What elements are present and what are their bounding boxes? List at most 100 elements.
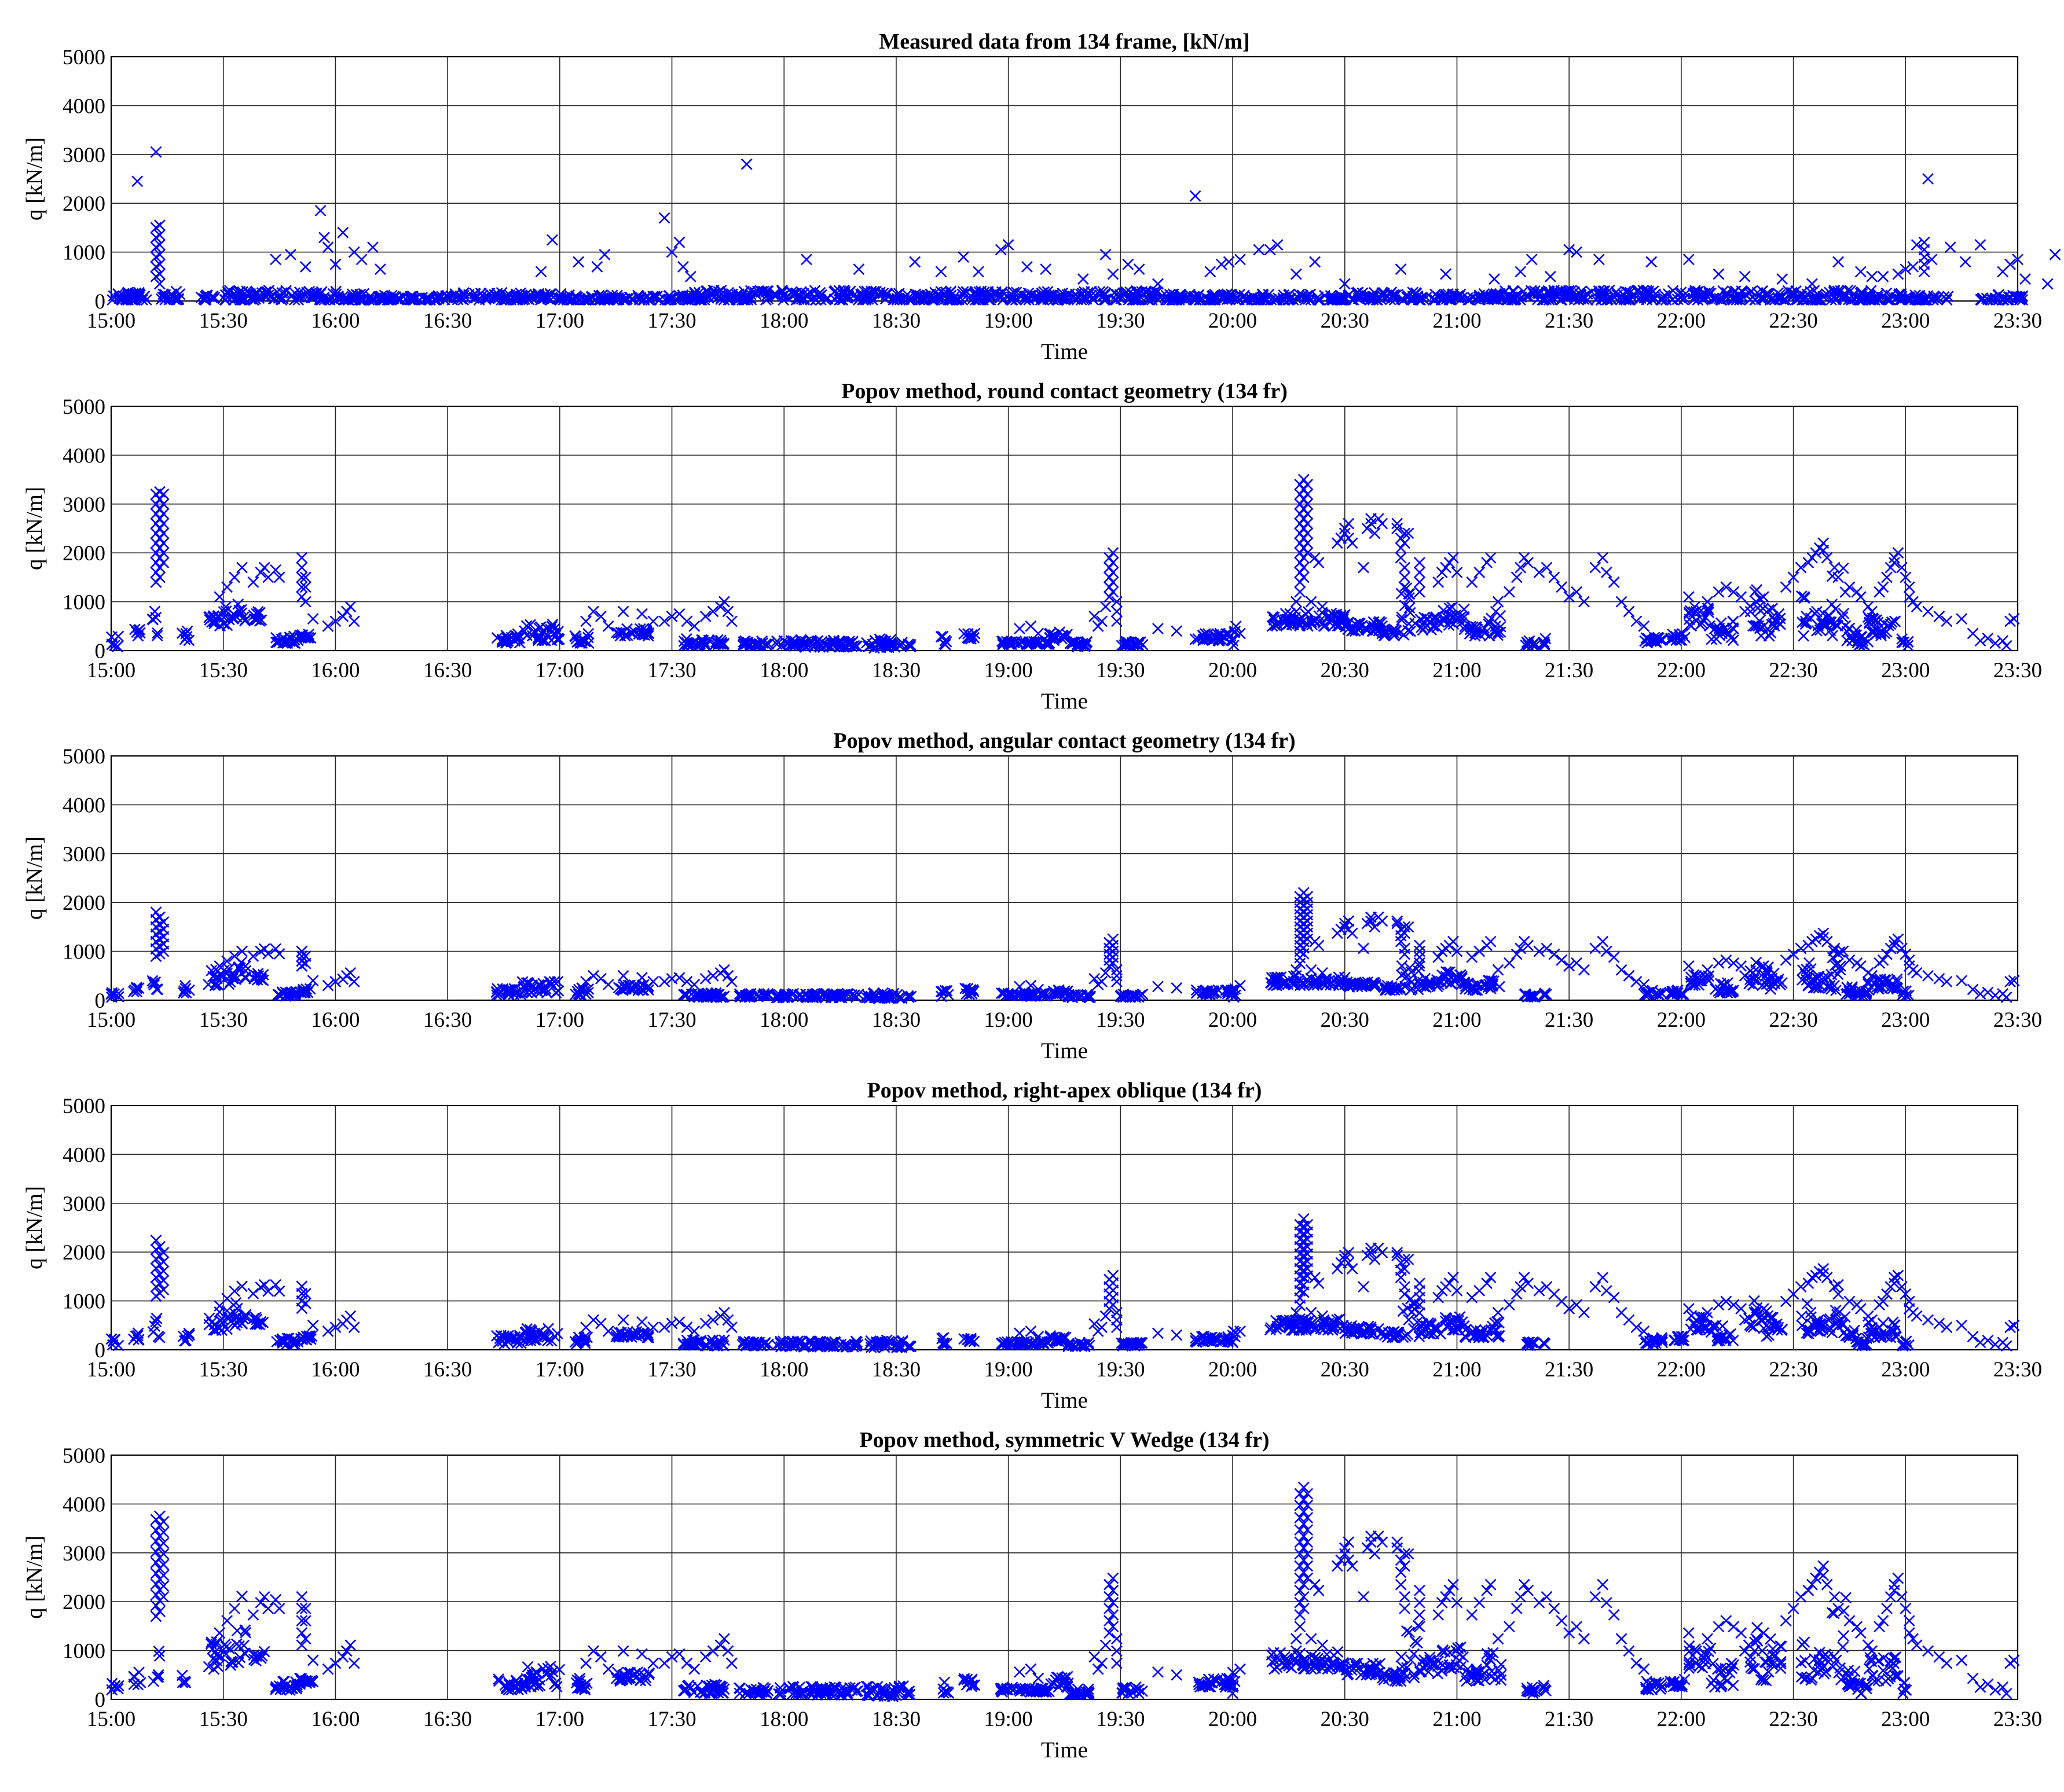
data-point-marker bbox=[2049, 248, 2061, 260]
data-point-marker bbox=[1535, 286, 1548, 298]
data-point-marker bbox=[154, 552, 166, 564]
x-tick-label: 17:30 bbox=[647, 659, 696, 682]
data-point-marker bbox=[154, 258, 166, 270]
data-point-marker bbox=[1339, 527, 1351, 539]
data-point-marker bbox=[1305, 596, 1317, 608]
data-point-marker bbox=[1787, 571, 1799, 583]
x-tick-label: 17:00 bbox=[536, 309, 584, 333]
data-point-marker bbox=[1290, 268, 1302, 280]
data-point-marker bbox=[1483, 630, 1495, 642]
data-point-marker bbox=[299, 596, 311, 608]
x-tick-label: 18:30 bbox=[872, 309, 921, 333]
data-point-marker bbox=[276, 287, 288, 299]
data-point-marker bbox=[1548, 571, 1560, 583]
data-point-marker bbox=[208, 610, 219, 622]
data-point-marker bbox=[1107, 268, 1119, 280]
data-point-marker bbox=[1702, 291, 1714, 303]
data-point-marker bbox=[1438, 604, 1450, 616]
data-point-marker bbox=[1447, 618, 1460, 630]
data-point-marker bbox=[643, 627, 655, 640]
data-point-marker bbox=[114, 292, 126, 303]
data-point-marker bbox=[1911, 601, 1923, 612]
data-point-marker bbox=[131, 986, 143, 998]
data-point-marker bbox=[1740, 289, 1752, 301]
data-point-marker bbox=[240, 972, 252, 984]
data-point-marker bbox=[595, 611, 607, 622]
x-tick-label: 21:30 bbox=[1545, 659, 1593, 682]
chart-title: Popov method, angular contact geometry (… bbox=[833, 729, 1295, 753]
x-tick-label: 19:30 bbox=[1096, 309, 1145, 333]
data-point-marker bbox=[973, 266, 984, 278]
data-point-marker bbox=[599, 248, 611, 260]
data-point-marker bbox=[1201, 629, 1213, 641]
data-point-marker bbox=[337, 611, 349, 622]
data-point-marker bbox=[1817, 545, 1830, 556]
x-tick-label: 17:30 bbox=[647, 1358, 696, 1382]
y-tick-label: 4000 bbox=[63, 794, 105, 817]
data-point-marker bbox=[1879, 627, 1890, 640]
data-point-marker bbox=[299, 571, 311, 583]
data-point-marker bbox=[1788, 287, 1799, 299]
data-point-marker bbox=[154, 532, 166, 544]
x-tick-label: 16:00 bbox=[311, 1358, 360, 1382]
data-point-marker bbox=[303, 285, 316, 298]
x-tick-label: 20:00 bbox=[1208, 309, 1257, 333]
data-point-marker bbox=[1297, 503, 1310, 515]
data-point-marker bbox=[1541, 561, 1553, 574]
data-point-marker bbox=[1749, 586, 1761, 598]
x-tick-label: 16:30 bbox=[423, 1008, 472, 1032]
data-point-marker bbox=[891, 292, 903, 304]
data-point-marker bbox=[634, 623, 646, 635]
x-tick-label: 22:00 bbox=[1657, 1008, 1706, 1032]
data-point-marker bbox=[536, 985, 548, 997]
data-point-marker bbox=[1043, 289, 1055, 301]
data-point-marker bbox=[1720, 581, 1732, 593]
data-point-marker bbox=[588, 605, 599, 618]
data-point-marker bbox=[1799, 290, 1811, 302]
data-point-marker bbox=[500, 290, 512, 302]
data-point-marker bbox=[1722, 288, 1734, 300]
data-point-marker bbox=[611, 289, 623, 302]
data-point-marker bbox=[2017, 294, 2029, 306]
y-tick-label: 3000 bbox=[63, 144, 105, 167]
data-point-marker bbox=[134, 623, 146, 636]
data-point-marker bbox=[247, 576, 259, 588]
data-point-marker bbox=[1776, 273, 1788, 285]
data-point-marker bbox=[1473, 567, 1486, 578]
data-point-marker bbox=[107, 294, 119, 306]
data-point-marker bbox=[157, 489, 170, 500]
data-point-marker bbox=[1828, 287, 1840, 298]
data-point-marker bbox=[1493, 289, 1505, 301]
data-point-marker bbox=[173, 293, 185, 305]
data-point-marker bbox=[502, 984, 514, 996]
x-axis-label: Time bbox=[1041, 1038, 1088, 1063]
y-tick-label: 1000 bbox=[63, 591, 105, 615]
data-point-marker bbox=[1556, 581, 1568, 593]
data-point-marker bbox=[1354, 621, 1366, 633]
data-point-marker bbox=[348, 615, 360, 627]
data-point-marker bbox=[299, 985, 311, 997]
data-point-marker bbox=[1294, 557, 1306, 568]
data-point-marker bbox=[1402, 527, 1414, 539]
data-point-marker bbox=[1518, 552, 1530, 564]
x-tick-label: 15:00 bbox=[87, 659, 135, 682]
x-tick-label: 23:00 bbox=[1881, 659, 1930, 682]
data-point-marker bbox=[1297, 532, 1310, 544]
data-point-marker bbox=[1877, 581, 1889, 593]
data-point-marker bbox=[1922, 173, 1934, 185]
data-point-marker bbox=[129, 623, 141, 636]
chart-title: Measured data from 134 frame, [kN/m] bbox=[879, 30, 1249, 54]
data-point-marker bbox=[1589, 561, 1601, 574]
data-point-marker bbox=[154, 503, 166, 515]
y-tick-label: 5000 bbox=[63, 745, 105, 769]
data-point-marker bbox=[154, 513, 166, 525]
data-point-marker bbox=[150, 146, 162, 158]
data-point-marker bbox=[1538, 636, 1550, 648]
data-point-marker bbox=[1294, 576, 1306, 588]
y-tick-label: 2000 bbox=[63, 192, 105, 216]
data-point-marker bbox=[2004, 258, 2017, 270]
data-point-marker bbox=[1436, 294, 1449, 306]
data-point-marker bbox=[880, 639, 892, 651]
data-point-marker bbox=[212, 979, 225, 992]
